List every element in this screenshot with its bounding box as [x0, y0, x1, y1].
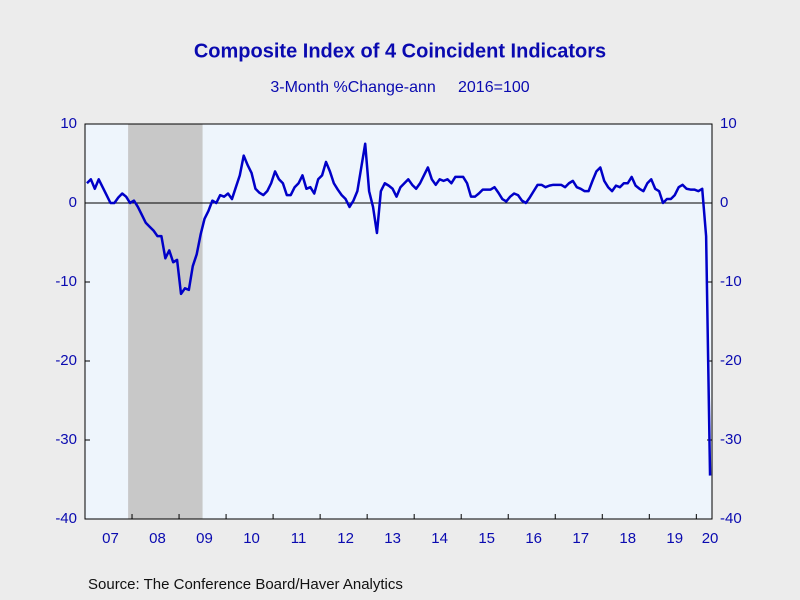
y2-tick-label: -20: [720, 352, 742, 369]
x-tick-label: 07: [102, 530, 119, 547]
y2-tick-label: -40: [720, 510, 742, 527]
x-tick-label: 13: [384, 530, 401, 547]
chart-title: Composite Index of 4 Coincident Indicato…: [194, 40, 606, 62]
x-tick-label: 11: [291, 530, 307, 547]
y2-tick-label: -30: [720, 431, 742, 448]
x-tick-label: 09: [196, 530, 213, 547]
x-tick-label: 10: [243, 530, 260, 547]
x-tick-label: 18: [619, 530, 636, 547]
y2-tick-label: 10: [720, 115, 737, 132]
y-tick-label: -40: [55, 510, 77, 527]
y-tick-label: 10: [60, 115, 77, 132]
y-tick-label: 0: [69, 194, 77, 211]
x-tick-label: 12: [337, 530, 354, 547]
plot-frame: [84, 123, 713, 520]
x-tick-label: 20: [702, 530, 719, 547]
y-tick-label: -20: [55, 352, 77, 369]
x-tick-label: 15: [478, 530, 495, 547]
x-tick-label: 08: [149, 530, 166, 547]
chart-subtitle: 3-Month %Change-ann 2016=100: [270, 79, 529, 96]
y2-tick-label: -10: [720, 273, 742, 290]
source: Source: The Conference Board/Haver Analy…: [88, 576, 403, 593]
y2-tick-label: 0: [720, 194, 728, 211]
y-tick-label: -30: [55, 431, 77, 448]
y-tick-label: -10: [55, 273, 77, 290]
x-tick-label: 16: [525, 530, 542, 547]
x-tick-label: 19: [666, 530, 683, 547]
x-tick-label: 17: [572, 530, 589, 547]
series-line: [86, 142, 712, 476]
x-tick-label: 14: [431, 530, 448, 547]
recession-shade: [128, 124, 203, 519]
